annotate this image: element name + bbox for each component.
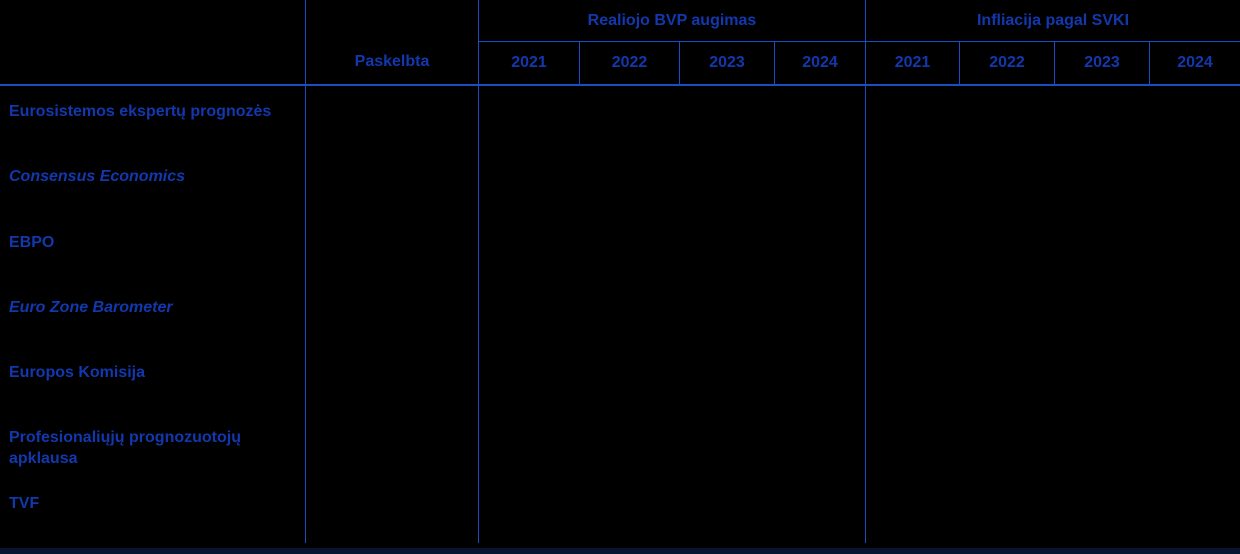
svki-group-header: Infliacija pagal SVKI <box>976 11 1130 29</box>
paskelbta-column-header: Paskelbta <box>354 53 430 70</box>
row-label-consensus-economics: Consensus Economics <box>9 168 186 186</box>
year-header-bvp-2022: 2022 <box>580 42 680 84</box>
bvp-data-columns <box>479 86 866 543</box>
header-group-bvp: Realiojo BVP augimas <box>479 0 866 42</box>
header-paskelbta-cell: Paskelbta <box>306 0 479 84</box>
year-label: 2022 <box>989 54 1025 71</box>
year-label: 2021 <box>511 54 547 71</box>
year-label: 2023 <box>709 54 745 71</box>
year-header-bvp-2021: 2021 <box>479 42 580 84</box>
paskelbta-data-column <box>306 86 479 543</box>
year-header-svki-2024: 2024 <box>1150 42 1240 84</box>
table-body: Eurosistemos ekspertų prognozės Consensu… <box>0 86 1240 543</box>
row-label-column: Eurosistemos ekspertų prognozės Consensu… <box>0 86 306 543</box>
year-label: 2021 <box>894 54 931 71</box>
row-label-tvf: TVF <box>9 494 40 512</box>
year-label: 2022 <box>611 54 648 71</box>
year-label: 2023 <box>1084 54 1120 71</box>
bottom-spacer <box>0 543 1240 548</box>
year-header-svki-2022: 2022 <box>960 42 1055 84</box>
year-label: 2024 <box>1177 54 1213 71</box>
svki-data-columns <box>866 86 1240 543</box>
year-header-bvp-2023: 2023 <box>680 42 775 84</box>
year-header-bvp-2024: 2024 <box>775 42 866 84</box>
bvp-group-header: Realiojo BVP augimas <box>587 11 757 29</box>
row-label-europos-komisija: Europos Komisija <box>9 364 146 382</box>
year-header-svki-2023: 2023 <box>1055 42 1150 84</box>
row-label-eurosistema: Eurosistemos ekspertų prognozės <box>9 103 272 120</box>
table-bottom-border <box>0 548 1240 554</box>
row-label-euro-zone-barometer: Euro Zone Barometer <box>9 298 173 316</box>
row-label-ebpo: EBPO <box>9 233 55 251</box>
table-header: Paskelbta Realiojo BVP augimas Infliacij… <box>0 0 1240 86</box>
header-group-svki: Infliacija pagal SVKI <box>866 0 1240 42</box>
year-label: 2024 <box>802 54 838 71</box>
row-label-ppa: Profesionaliųjų prognozuotojų apklausa <box>9 429 241 468</box>
header-stub-cell <box>0 0 306 84</box>
year-header-svki-2021: 2021 <box>866 42 960 84</box>
